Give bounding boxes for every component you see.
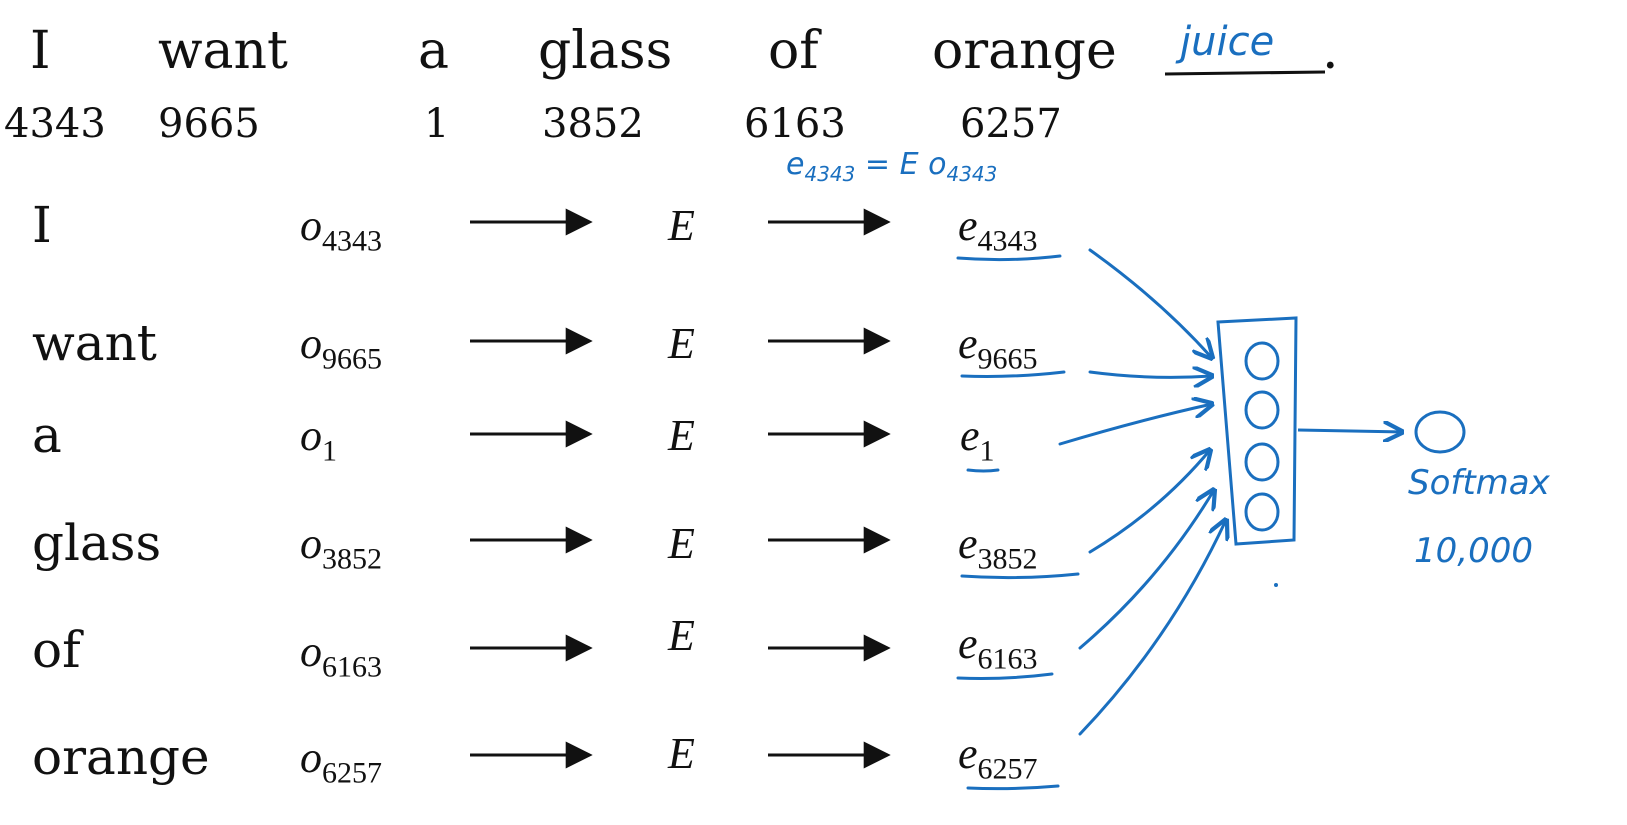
word-index-4: 6163 [744,101,846,147]
sentence-word-5: orange [932,21,1117,81]
word-index-3: 3852 [542,101,644,147]
target-word-juice: juice [1180,19,1275,65]
row-onehot-1: o9665 [300,319,382,376]
word-index-0: 4343 [4,101,106,147]
row-embedding-2: e1 [960,411,995,468]
annotation-lhs-sub: 4343 [804,162,856,186]
row-matrix-2: E [668,411,695,460]
row-onehot-3: o3852 [300,519,382,576]
row-word-0: I [32,196,52,254]
output-arrow [1297,430,1402,432]
sentence-word-4: of [768,21,819,81]
row-word-4: of [32,621,81,679]
hidden-units [1244,341,1280,532]
stray-dot [1274,583,1278,587]
embedding-equation-annotation: e4343 = E o4343 [786,147,998,186]
row-embedding-0: e4343 [958,201,1038,258]
row-word-5: orange [32,728,210,786]
row-matrix-0: E [668,201,695,250]
sentence-word-3: glass [538,21,673,81]
annotation-lhs: e [786,147,805,182]
word-index-5: 6257 [960,101,1062,147]
annotation-rhs-sub: 4343 [946,162,998,186]
input-connection-arrows [1058,248,1226,736]
row-onehot-5: o6257 [300,733,382,790]
row-embedding-5: e6257 [958,729,1038,786]
annotation-equals: = [864,147,891,182]
row-word-2: a [32,406,62,464]
word-index-2: 1 [424,101,450,147]
hidden-layer-box [1216,316,1298,546]
sentence-word-2: a [418,21,450,81]
annotation-matrix: E [899,147,919,182]
sentence-word-0: I [30,21,51,81]
row-matrix-4: E [668,611,695,660]
softmax-label: Softmax [1408,463,1550,503]
row-matrix-5: E [668,729,695,778]
sentence-period: . [1322,21,1339,81]
sentence-word-1: want [158,21,288,81]
row-embedding-4: e6163 [958,619,1038,676]
vocab-size-label: 10,000 [1414,531,1533,571]
row-word-1: want [32,314,157,372]
row-embedding-3: e3852 [958,519,1038,576]
annotation-onehot: o [928,147,947,182]
embedding-underlines [956,254,1080,791]
word-index-1: 9665 [158,101,260,147]
juice-blank-underline [1164,70,1326,76]
row-onehot-0: o4343 [300,201,382,258]
row-matrix-1: E [668,319,695,368]
row-embedding-1: e9665 [958,319,1038,376]
row-matrix-3: E [668,519,695,568]
row-onehot-2: o1 [300,411,337,468]
row-onehot-4: o6163 [300,627,382,684]
row-word-3: glass [32,514,162,572]
softmax-node [1414,410,1466,454]
